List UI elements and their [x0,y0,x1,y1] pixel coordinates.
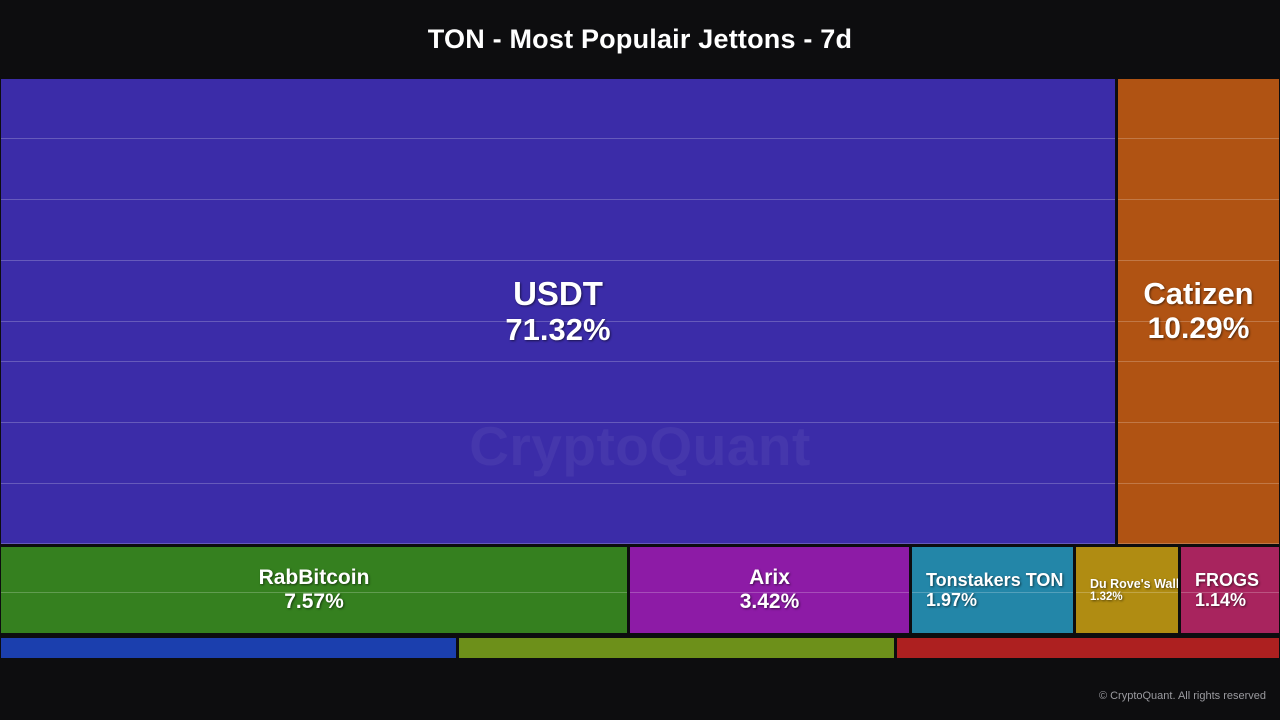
treemap-sliver-1[interactable] [0,637,457,659]
treemap-value-du-roves-wall: 1.32% [1090,590,1123,603]
treemap-label-frogs: FROGS [1195,569,1260,590]
treemap-label-rabbitcoin: RabBitcoin [258,566,370,590]
treemap-cell-frogs-text: FROGS 1.14% [1191,570,1279,610]
treemap-value-usdt: 71.32% [505,311,611,347]
treemap-cell-du-roves-wall-text: Du Rove's Wall 1.32% [1086,577,1178,604]
treemap-value-arix: 3.42% [739,590,800,613]
treemap-label-usdt: USDT [513,274,603,312]
treemap-label-tonstakers: Tonstakers TON [926,569,1064,590]
treemap-cell-usdt[interactable]: USDT 71.32% [0,78,1116,545]
page-title: TON - Most Populair Jettons - 7d [427,23,853,54]
treemap-cell-rabbitcoin-text: RabBitcoin 7.57% [255,566,374,613]
treemap-cell-arix[interactable]: Arix 3.42% [629,546,910,634]
treemap-canvas: CryptoQuant USDT 71.32% [0,78,1280,660]
treemap-value-catizen: 10.29% [1147,312,1250,346]
treemap-cell-tonstakers[interactable]: Tonstakers TON 1.97% [911,546,1074,634]
treemap-cell-catizen[interactable]: Catizen 10.29% [1117,78,1280,545]
treemap-sliver-2[interactable] [458,637,895,659]
treemap-cell-usdt-text: USDT 71.32% [501,274,614,348]
copyright-footer: © CryptoQuant. All rights reserved [1098,690,1266,702]
treemap-cell-rabbitcoin[interactable]: RabBitcoin 7.57% [0,546,628,634]
treemap-sliver-3[interactable] [896,637,1280,659]
treemap-label-arix: Arix [749,566,790,590]
treemap-label-du-roves-wall: Du Rove's Wall [1090,576,1179,591]
treemap-value-frogs: 1.14% [1195,590,1247,610]
treemap-value-rabbitcoin: 7.57% [284,590,344,613]
chart-title-bar: TON - Most Populair Jettons - 7d [0,0,1280,78]
treemap-cell-catizen-text: Catizen 10.29% [1139,277,1257,345]
treemap-cell-arix-text: Arix 3.42% [736,566,804,613]
treemap-cell-frogs[interactable]: FROGS 1.14% [1180,546,1280,634]
treemap-value-tonstakers: 1.97% [926,590,978,610]
treemap-label-catizen: Catizen [1143,276,1254,312]
treemap-cell-tonstakers-text: Tonstakers TON 1.97% [922,570,1073,610]
treemap-cell-du-roves-wall[interactable]: Du Rove's Wall 1.32% [1075,546,1179,634]
